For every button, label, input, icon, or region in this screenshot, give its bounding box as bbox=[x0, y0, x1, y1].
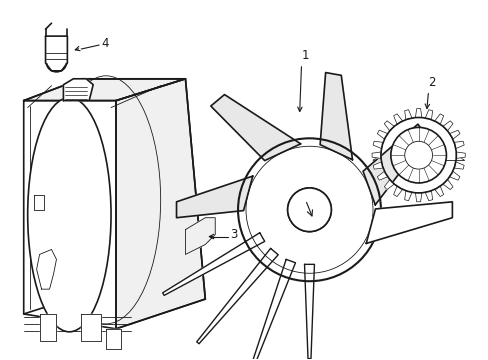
Polygon shape bbox=[453, 162, 463, 169]
Polygon shape bbox=[196, 248, 278, 344]
Polygon shape bbox=[415, 109, 421, 118]
Polygon shape bbox=[81, 314, 101, 341]
Text: 2: 2 bbox=[427, 76, 435, 89]
Polygon shape bbox=[362, 124, 426, 205]
Polygon shape bbox=[176, 176, 252, 218]
Polygon shape bbox=[448, 130, 459, 139]
Circle shape bbox=[287, 188, 331, 231]
Text: 3: 3 bbox=[230, 228, 237, 241]
Polygon shape bbox=[106, 329, 121, 349]
Polygon shape bbox=[393, 114, 402, 124]
Polygon shape bbox=[37, 249, 56, 289]
Polygon shape bbox=[455, 152, 464, 158]
Polygon shape bbox=[24, 79, 185, 100]
Circle shape bbox=[404, 141, 432, 169]
Polygon shape bbox=[45, 36, 67, 71]
Polygon shape bbox=[442, 180, 452, 190]
Polygon shape bbox=[453, 141, 463, 149]
Polygon shape bbox=[116, 79, 205, 329]
Polygon shape bbox=[384, 180, 393, 190]
Polygon shape bbox=[40, 314, 56, 341]
Polygon shape bbox=[425, 110, 432, 120]
Polygon shape bbox=[371, 152, 380, 158]
Circle shape bbox=[287, 188, 331, 231]
Circle shape bbox=[390, 127, 446, 183]
Polygon shape bbox=[377, 171, 387, 180]
Polygon shape bbox=[434, 114, 443, 124]
Polygon shape bbox=[372, 162, 383, 169]
Polygon shape bbox=[24, 100, 116, 329]
Polygon shape bbox=[425, 191, 432, 201]
Polygon shape bbox=[250, 259, 295, 360]
Polygon shape bbox=[415, 193, 421, 202]
Polygon shape bbox=[372, 141, 383, 149]
Polygon shape bbox=[304, 264, 314, 359]
Text: 1: 1 bbox=[301, 49, 308, 63]
Polygon shape bbox=[448, 171, 459, 180]
Polygon shape bbox=[366, 202, 451, 243]
Polygon shape bbox=[393, 186, 402, 197]
Ellipse shape bbox=[28, 98, 111, 332]
Polygon shape bbox=[34, 195, 43, 210]
Polygon shape bbox=[404, 191, 411, 201]
Polygon shape bbox=[163, 233, 264, 296]
Polygon shape bbox=[434, 186, 443, 197]
Polygon shape bbox=[442, 121, 452, 131]
Text: 4: 4 bbox=[101, 37, 108, 50]
Polygon shape bbox=[320, 73, 352, 160]
Polygon shape bbox=[210, 95, 300, 161]
Polygon shape bbox=[377, 130, 387, 139]
Polygon shape bbox=[185, 218, 215, 255]
Polygon shape bbox=[384, 121, 393, 131]
Polygon shape bbox=[404, 110, 411, 120]
Polygon shape bbox=[63, 79, 93, 100]
